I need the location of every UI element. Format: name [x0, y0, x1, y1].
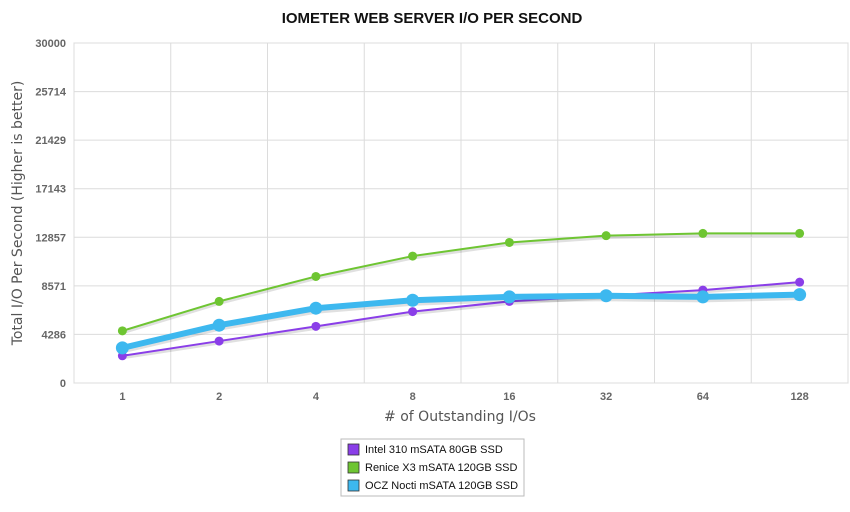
- data-point: [406, 293, 420, 307]
- data-point: [599, 289, 613, 303]
- y-tick-label: 21429: [35, 135, 66, 147]
- series-lines: [115, 228, 807, 361]
- x-tick-label: 16: [503, 391, 515, 403]
- y-axis-title: Total I/O Per Second (Higher is better): [10, 81, 26, 347]
- data-point: [793, 288, 807, 302]
- x-axis-title: # of Outstanding I/Os: [384, 409, 536, 425]
- x-tick-label: 64: [697, 391, 710, 403]
- legend-box: [340, 438, 525, 497]
- series-line-shadow: [122, 282, 800, 360]
- data-point: [309, 301, 323, 315]
- legend-swatch: [347, 443, 360, 456]
- data-point: [311, 271, 321, 281]
- chart-title: IOMETER WEB SERVER I/O PER SECOND: [282, 10, 583, 27]
- series-2: [117, 228, 805, 336]
- data-point: [502, 290, 516, 304]
- y-tick-label: 25714: [35, 87, 66, 99]
- y-tick-label: 8571: [42, 281, 66, 293]
- x-tick-label: 1: [119, 391, 125, 403]
- data-point: [408, 307, 418, 317]
- data-point: [795, 277, 805, 287]
- data-point: [214, 336, 224, 346]
- data-point: [795, 228, 805, 238]
- data-point: [408, 251, 418, 261]
- x-axis-ticks: 1 2 4 8 16 32 64 128: [119, 391, 808, 403]
- y-tick-label: 4286: [42, 329, 66, 341]
- data-point: [696, 290, 710, 304]
- x-tick-label: 128: [790, 391, 808, 403]
- legend-label: Intel 310 mSATA 80GB SSD: [365, 444, 503, 456]
- y-tick-label: 30000: [35, 38, 66, 50]
- x-tick-label: 32: [600, 391, 612, 403]
- series-line: [122, 281, 800, 357]
- data-point: [601, 231, 611, 241]
- data-point: [115, 341, 129, 355]
- data-point: [212, 318, 226, 332]
- legend-label: Renice X3 mSATA 120GB SSD: [365, 462, 517, 474]
- data-point: [698, 228, 708, 238]
- data-point: [117, 326, 127, 336]
- legend-swatch: [347, 479, 360, 492]
- legend: Intel 310 mSATA 80GB SSD Renice X3 mSATA …: [340, 438, 525, 497]
- legend-swatch: [347, 461, 360, 474]
- y-axis-ticks: 0 4286 8571 12857 17143 21429 25714 30000: [35, 38, 66, 390]
- series-3: [115, 288, 807, 355]
- data-point: [504, 237, 514, 247]
- x-tick-label: 4: [313, 391, 320, 403]
- x-tick-label: 2: [216, 391, 222, 403]
- y-tick-label: 0: [60, 378, 66, 390]
- series-line: [122, 232, 800, 332]
- grid: [73, 42, 849, 384]
- x-tick-label: 8: [410, 391, 416, 403]
- data-point: [214, 296, 224, 306]
- legend-label: OCZ Nocti mSATA 120GB SSD: [365, 480, 518, 492]
- series-line: [121, 291, 800, 351]
- data-point: [311, 321, 321, 331]
- series-line-shadow: [121, 233, 800, 335]
- y-tick-label: 17143: [35, 184, 66, 196]
- y-tick-label: 12857: [35, 232, 66, 244]
